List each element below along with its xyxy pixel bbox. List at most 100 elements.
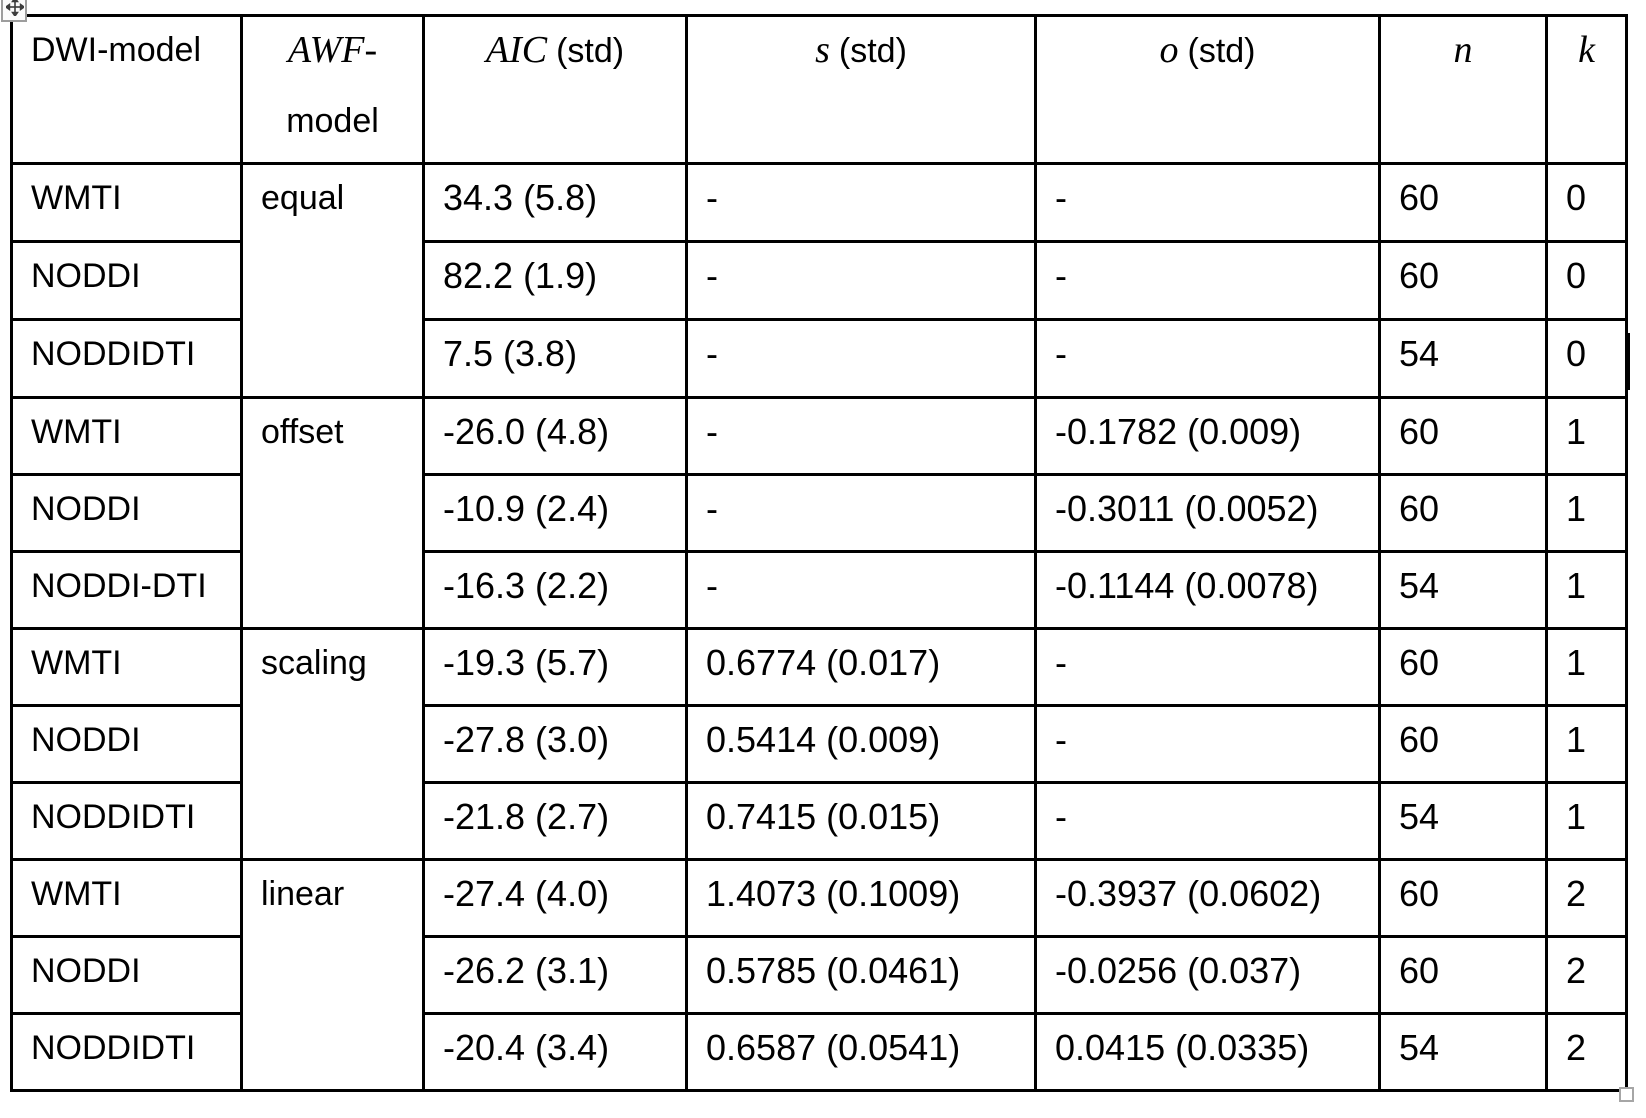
text-cursor — [1627, 333, 1630, 390]
cell-dwi-model: WMTI — [10, 162, 243, 243]
cell-s: - — [685, 240, 1037, 321]
cell-o: - — [1034, 240, 1381, 321]
cell-aic: -20.4 (3.4) — [422, 1012, 688, 1092]
cell-o: -0.3937 (0.0602) — [1034, 858, 1381, 938]
col-header-o: o (std) — [1034, 14, 1381, 165]
cell-k: 2 — [1545, 858, 1628, 938]
table-move-handle[interactable] — [1, 0, 27, 22]
table-row: NODDIDTI -21.8 (2.7) 0.7415 (0.015) - 54… — [10, 781, 1628, 861]
table-resize-handle[interactable] — [1619, 1087, 1634, 1102]
results-table: DWI-model AWF- model AIC (std) s (std) o (s… — [10, 14, 1628, 1092]
cell-dwi-model: NODDI-DTI — [10, 550, 243, 630]
cell-aic: -26.2 (3.1) — [422, 935, 688, 1015]
cell-s: 1.4073 (0.1009) — [685, 858, 1037, 938]
cell-awf-model: scaling — [240, 627, 425, 861]
cell-awf-model: linear — [240, 858, 425, 1092]
n-math-label: n — [1453, 29, 1473, 71]
aic-std-label: (std) — [556, 32, 625, 70]
cell-dwi-model: NODDI — [10, 704, 243, 784]
cell-dwi-model: NODDIDTI — [10, 781, 243, 861]
cell-k: 1 — [1545, 473, 1628, 553]
cell-s: - — [685, 550, 1037, 630]
cell-o: - — [1034, 162, 1381, 243]
cell-dwi-model: NODDI — [10, 240, 243, 321]
cell-awf-model: equal — [240, 162, 425, 399]
table-row: NODDIDTI 7.5 (3.8) - - 54 0 — [10, 318, 1628, 399]
table-row: NODDI -10.9 (2.4) - -0.3011 (0.0052) 60 … — [10, 473, 1628, 553]
cell-s: - — [685, 162, 1037, 243]
cell-s: 0.6774 (0.017) — [685, 627, 1037, 707]
cell-dwi-model: NODDIDTI — [10, 318, 243, 399]
cell-s: - — [685, 473, 1037, 553]
aic-math-label: AIC — [485, 29, 548, 71]
cell-n: 60 — [1378, 704, 1548, 784]
cell-o: - — [1034, 781, 1381, 861]
table-row: WMTI linear -27.4 (4.0) 1.4073 (0.1009) … — [10, 858, 1628, 1092]
cell-k: 1 — [1545, 627, 1628, 707]
cell-dwi-model: WMTI — [10, 627, 243, 707]
table-row: WMTI scaling -19.3 (5.7) 0.6774 (0.017) … — [10, 627, 1628, 861]
k-math-label: k — [1578, 29, 1595, 71]
cell-dwi-model: NODDI — [10, 473, 243, 553]
cell-aic: -26.0 (4.8) — [422, 396, 688, 476]
cell-o: - — [1034, 318, 1381, 399]
cell-n: 60 — [1378, 473, 1548, 553]
cell-aic: -27.8 (3.0) — [422, 704, 688, 784]
col-header-awf-model: AWF- model — [240, 14, 425, 165]
cell-k: 2 — [1545, 1012, 1628, 1092]
cell-n: 60 — [1378, 627, 1548, 707]
header-row: DWI-model AWF- model AIC (std) s (std) o (s… — [10, 14, 1628, 165]
o-math-label: o — [1159, 29, 1179, 71]
cell-s: 0.6587 (0.0541) — [685, 1012, 1037, 1092]
col-header-n: n — [1378, 14, 1548, 165]
s-std-label: (std) — [838, 32, 907, 70]
cell-s: 0.7415 (0.015) — [685, 781, 1037, 861]
cell-dwi-model: NODDIDTI — [10, 1012, 243, 1092]
cell-k: 0 — [1545, 318, 1628, 399]
cell-s: 0.5414 (0.009) — [685, 704, 1037, 784]
table-row: WMTI offset -26.0 (4.8) - -0.1782 (0.009… — [10, 396, 1628, 630]
cell-k: 2 — [1545, 935, 1628, 1015]
cell-s: - — [685, 318, 1037, 399]
awf-model-label: model — [286, 102, 379, 140]
table-row: NODDI 82.2 (1.9) - - 60 0 — [10, 240, 1628, 321]
cell-k: 0 — [1545, 162, 1628, 243]
cell-n: 60 — [1378, 396, 1548, 476]
cell-k: 1 — [1545, 550, 1628, 630]
cell-aic: 7.5 (3.8) — [422, 318, 688, 399]
cell-n: 60 — [1378, 162, 1548, 243]
cell-aic: -19.3 (5.7) — [422, 627, 688, 707]
cell-s: - — [685, 396, 1037, 476]
table-row: NODDI -26.2 (3.1) 0.5785 (0.0461) -0.025… — [10, 935, 1628, 1015]
cell-k: 1 — [1545, 396, 1628, 476]
cell-dwi-model: WMTI — [10, 858, 243, 938]
cell-o: -0.1144 (0.0078) — [1034, 550, 1381, 630]
cell-n: 54 — [1378, 1012, 1548, 1092]
cell-aic: 34.3 (5.8) — [422, 162, 688, 243]
table-row: NODDI -27.8 (3.0) 0.5414 (0.009) - 60 1 — [10, 704, 1628, 784]
cell-k: 1 — [1545, 781, 1628, 861]
cell-s: 0.5785 (0.0461) — [685, 935, 1037, 1015]
cell-n: 54 — [1378, 781, 1548, 861]
awf-math-label: AWF- — [287, 29, 378, 71]
o-std-label: (std) — [1187, 32, 1256, 70]
cell-o: -0.3011 (0.0052) — [1034, 473, 1381, 553]
col-header-dwi-model: DWI-model — [10, 14, 243, 165]
cell-k: 0 — [1545, 240, 1628, 321]
cell-aic: -16.3 (2.2) — [422, 550, 688, 630]
cell-n: 60 — [1378, 935, 1548, 1015]
table-row: NODDIDTI -20.4 (3.4) 0.6587 (0.0541) 0.0… — [10, 1012, 1628, 1092]
cell-aic: -27.4 (4.0) — [422, 858, 688, 938]
cell-k: 1 — [1545, 704, 1628, 784]
cell-aic: 82.2 (1.9) — [422, 240, 688, 321]
cell-n: 60 — [1378, 858, 1548, 938]
col-header-k: k — [1545, 14, 1628, 165]
s-math-label: s — [815, 29, 830, 71]
cell-o: 0.0415 (0.0335) — [1034, 1012, 1381, 1092]
table-row: NODDI-DTI -16.3 (2.2) - -0.1144 (0.0078)… — [10, 550, 1628, 630]
cell-o: - — [1034, 627, 1381, 707]
cell-dwi-model: NODDI — [10, 935, 243, 1015]
cell-aic: -10.9 (2.4) — [422, 473, 688, 553]
cell-aic: -21.8 (2.7) — [422, 781, 688, 861]
cell-awf-model: offset — [240, 396, 425, 630]
